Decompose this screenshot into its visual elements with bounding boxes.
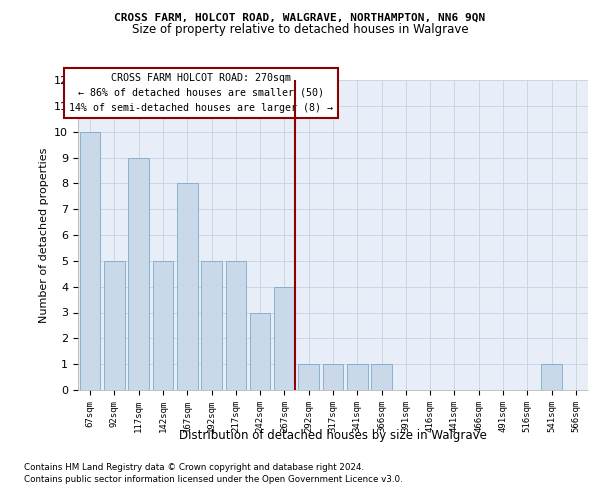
Text: CROSS FARM, HOLCOT ROAD, WALGRAVE, NORTHAMPTON, NN6 9QN: CROSS FARM, HOLCOT ROAD, WALGRAVE, NORTH… [115, 12, 485, 22]
Text: CROSS FARM HOLCOT ROAD: 270sqm
← 86% of detached houses are smaller (50)
14% of : CROSS FARM HOLCOT ROAD: 270sqm ← 86% of … [68, 73, 332, 112]
Bar [201, 261, 222, 390]
Bar [250, 312, 271, 390]
Bar [80, 132, 100, 390]
Bar [274, 286, 295, 390]
Bar [323, 364, 343, 390]
Bar [347, 364, 368, 390]
Bar [541, 364, 562, 390]
Bar [371, 364, 392, 390]
Text: Contains HM Land Registry data © Crown copyright and database right 2024.: Contains HM Land Registry data © Crown c… [24, 464, 364, 472]
Bar [177, 184, 197, 390]
Bar [104, 261, 125, 390]
Bar [128, 158, 149, 390]
Text: Size of property relative to detached houses in Walgrave: Size of property relative to detached ho… [131, 22, 469, 36]
Text: Contains public sector information licensed under the Open Government Licence v3: Contains public sector information licen… [24, 475, 403, 484]
Y-axis label: Number of detached properties: Number of detached properties [38, 148, 49, 322]
Text: Distribution of detached houses by size in Walgrave: Distribution of detached houses by size … [179, 428, 487, 442]
Bar [298, 364, 319, 390]
Bar [152, 261, 173, 390]
Bar [226, 261, 246, 390]
